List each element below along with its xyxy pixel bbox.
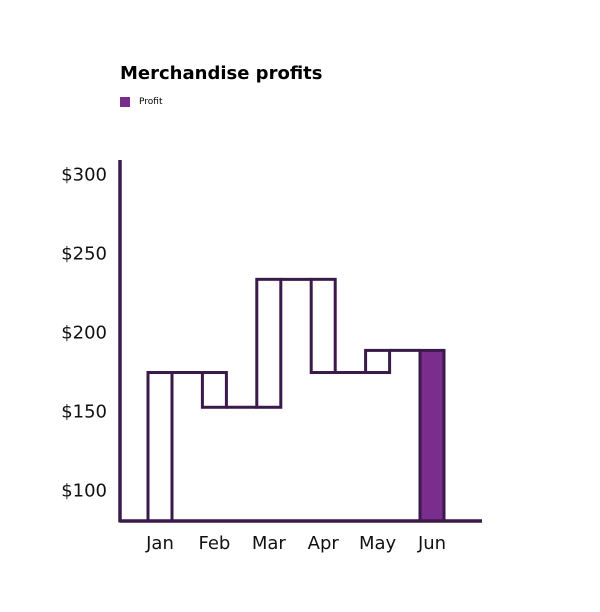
y-tick-label: $200 bbox=[61, 322, 107, 343]
x-tick-label: Apr bbox=[308, 533, 340, 554]
x-tick-label: Jan bbox=[145, 533, 174, 554]
legend-swatch-profit bbox=[120, 97, 130, 107]
bar-jan bbox=[146, 371, 174, 523]
y-tick-label: $300 bbox=[61, 165, 107, 186]
y-tick-label: $250 bbox=[61, 243, 107, 264]
bar-feb bbox=[200, 371, 228, 409]
bar-jun bbox=[418, 348, 446, 523]
x-tick-label: Feb bbox=[198, 533, 230, 554]
legend-label-profit: Profit bbox=[139, 97, 163, 107]
legend: Profit bbox=[120, 97, 162, 107]
y-tick-label: $100 bbox=[61, 480, 107, 501]
bar-mar bbox=[255, 277, 283, 409]
bar-apr bbox=[309, 277, 337, 375]
x-tick-label: May bbox=[359, 533, 397, 554]
chart-title: Merchandise profits bbox=[120, 63, 323, 84]
x-tick-label: Mar bbox=[252, 533, 287, 554]
bar-may bbox=[364, 348, 392, 375]
y-tick-label: $150 bbox=[61, 401, 107, 422]
x-tick-label: Jun bbox=[417, 533, 446, 554]
